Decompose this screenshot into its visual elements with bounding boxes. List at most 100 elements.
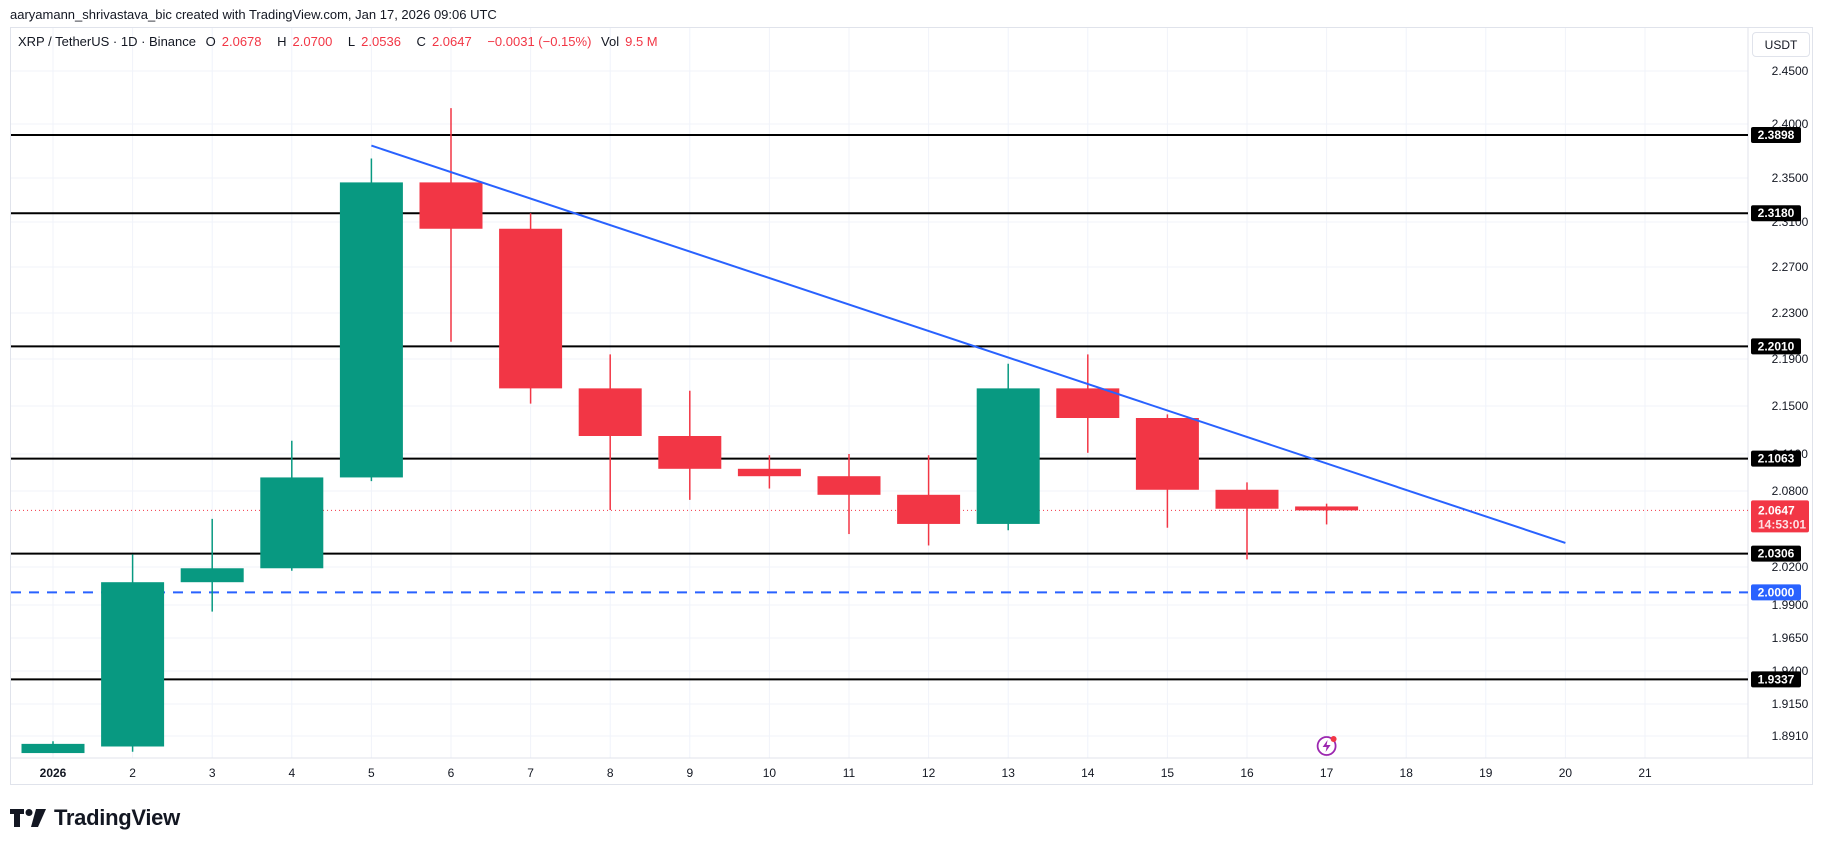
candle-body bbox=[499, 228, 563, 389]
time-tick-label: 9 bbox=[686, 766, 693, 780]
price-tick-label: 2.1500 bbox=[1772, 399, 1809, 413]
candle-9[interactable] bbox=[658, 390, 722, 500]
time-tick-label: 6 bbox=[448, 766, 455, 780]
candle-10[interactable] bbox=[737, 455, 801, 489]
candles[interactable] bbox=[21, 108, 1359, 754]
price-change: −0.0031 (−0.15%) bbox=[487, 34, 592, 49]
time-tick-label: 15 bbox=[1161, 766, 1175, 780]
currency-button[interactable]: USDT bbox=[1752, 32, 1810, 57]
price-tag-2.3898: 2.3898 bbox=[1758, 128, 1795, 142]
candle-body bbox=[737, 468, 801, 477]
price-tag-bg bbox=[1751, 205, 1801, 222]
candle-12[interactable] bbox=[897, 455, 961, 546]
candle-body bbox=[260, 477, 324, 569]
candle-17[interactable] bbox=[1295, 503, 1359, 525]
tradingview-logo-icon bbox=[10, 809, 46, 827]
tradingview-logo: TradingView bbox=[10, 805, 180, 831]
price-tick-label: 2.0800 bbox=[1772, 484, 1809, 498]
candle-body bbox=[101, 582, 165, 747]
candle-8[interactable] bbox=[578, 354, 642, 510]
time-tick-label: 14 bbox=[1081, 766, 1095, 780]
candle-2026[interactable] bbox=[21, 741, 85, 754]
candle-body bbox=[339, 182, 403, 478]
ohlc-low: L 2.0536 bbox=[347, 34, 401, 49]
time-tick-label: 7 bbox=[527, 766, 534, 780]
lightning-icon bbox=[1322, 740, 1331, 752]
price-axis[interactable]: 2.45002.40002.35002.31002.27002.23002.19… bbox=[1772, 64, 1809, 743]
trendline[interactable] bbox=[371, 144, 1566, 544]
time-tick-label: 8 bbox=[607, 766, 614, 780]
candle-3[interactable] bbox=[180, 518, 244, 612]
lightning-event-icon[interactable] bbox=[1316, 736, 1337, 756]
time-tick-label: 18 bbox=[1400, 766, 1414, 780]
candle-body bbox=[817, 476, 881, 495]
candle-4[interactable] bbox=[260, 440, 324, 571]
time-tick-label: 2026 bbox=[40, 766, 67, 780]
price-tick-label: 2.3500 bbox=[1772, 171, 1809, 185]
price-tick-label: 1.9150 bbox=[1772, 697, 1809, 711]
candle-body bbox=[658, 436, 722, 469]
price-tick-label: 2.2300 bbox=[1772, 306, 1809, 320]
candle-body bbox=[1056, 388, 1120, 418]
time-tick-label: 12 bbox=[922, 766, 936, 780]
candle-body bbox=[1135, 418, 1199, 490]
candle-14[interactable] bbox=[1056, 354, 1120, 453]
chart-grid bbox=[11, 28, 1812, 759]
candle-body bbox=[897, 494, 961, 524]
price-tick-label: 2.4500 bbox=[1772, 64, 1809, 78]
price-tick-label: 1.9900 bbox=[1772, 598, 1809, 612]
price-tag-bg bbox=[1751, 671, 1801, 688]
candle-body bbox=[180, 568, 244, 583]
price-tag-2.1063: 2.1063 bbox=[1758, 452, 1795, 466]
candle-body bbox=[578, 388, 642, 436]
ohlc-open: O 2.0678 bbox=[205, 34, 262, 49]
time-tick-label: 17 bbox=[1320, 766, 1334, 780]
ohlc-high: H 2.0700 bbox=[277, 34, 333, 49]
candle-13[interactable] bbox=[976, 363, 1040, 531]
time-tick-label: 5 bbox=[368, 766, 375, 780]
price-tag-2.3180: 2.3180 bbox=[1758, 206, 1795, 220]
candle-15[interactable] bbox=[1135, 414, 1199, 528]
price-tag-2.0306: 2.0306 bbox=[1758, 547, 1795, 561]
candle-7[interactable] bbox=[499, 213, 563, 404]
time-tick-label: 4 bbox=[288, 766, 295, 780]
price-tick-label: 2.1900 bbox=[1772, 352, 1809, 366]
event-dot-icon bbox=[1330, 736, 1337, 742]
price-tag-bg bbox=[1751, 545, 1801, 562]
time-axis[interactable]: 2026 2 3 4 5 6 7 8 9 10 11 12 13 14 15 16 17 18 19 20 21 bbox=[40, 766, 1652, 780]
candle-6[interactable] bbox=[419, 108, 483, 342]
candle-11[interactable] bbox=[817, 454, 881, 535]
price-tag-1.9337: 1.9337 bbox=[1758, 672, 1795, 686]
symbol-title[interactable]: XRP / TetherUS · 1D · Binance bbox=[18, 34, 196, 49]
time-tick-label: 20 bbox=[1559, 766, 1573, 780]
price-tag-bg bbox=[1751, 127, 1801, 144]
price-tick-label: 2.0200 bbox=[1772, 560, 1809, 574]
chart-frame[interactable] bbox=[10, 27, 1813, 785]
candle-body bbox=[21, 743, 85, 754]
candle-16[interactable] bbox=[1215, 482, 1279, 560]
bar-countdown: 14:53:01 bbox=[1758, 517, 1806, 531]
price-tag-bg bbox=[1751, 338, 1801, 355]
last-price-value: 2.0647 bbox=[1758, 503, 1795, 517]
price-tag-2.0000: 2.0000 bbox=[1758, 585, 1795, 599]
candle-body bbox=[1215, 489, 1279, 509]
price-axis-tags: 2.3898 2.3180 2.2010 2.1063 2.0306 2.0000 1.93… bbox=[1751, 127, 1809, 688]
time-tick-label: 2 bbox=[129, 766, 136, 780]
time-tick-label: 19 bbox=[1479, 766, 1493, 780]
price-tag-bg bbox=[1751, 450, 1801, 467]
horizontal-levels[interactable] bbox=[11, 134, 1748, 681]
ohlc-close: C 2.0647 bbox=[416, 34, 472, 49]
volume: Vol 9.5 M bbox=[601, 34, 658, 49]
time-tick-label: 21 bbox=[1638, 766, 1652, 780]
price-tick-label: 2.2700 bbox=[1772, 260, 1809, 274]
time-tick-label: 10 bbox=[763, 766, 777, 780]
candle-2[interactable] bbox=[101, 554, 165, 752]
descending-trendline[interactable] bbox=[371, 144, 1566, 544]
price-tick-label: 1.9650 bbox=[1772, 631, 1809, 645]
last-price-tag-bg bbox=[1751, 500, 1809, 533]
candle-body bbox=[419, 182, 483, 229]
candle-5[interactable] bbox=[339, 158, 403, 482]
price-tick-label: 1.8910 bbox=[1772, 729, 1809, 743]
